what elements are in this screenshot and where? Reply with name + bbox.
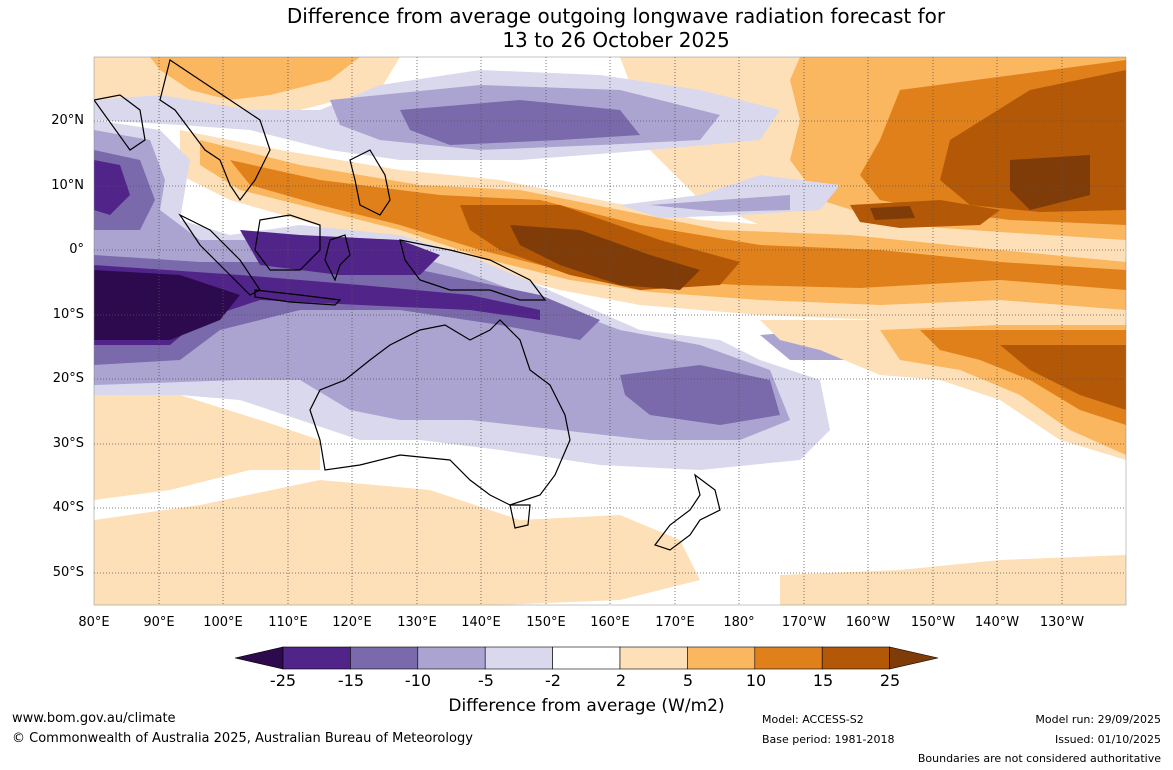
coastlines (94, 59, 721, 551)
lon-label: 110°E (268, 615, 308, 630)
colorbar-swatch (350, 646, 419, 670)
map-title: Difference from average outgoing longwav… (0, 4, 1173, 52)
colorbar-swatch (282, 646, 351, 670)
lon-label: 130°W (1039, 615, 1085, 630)
philippines-coastline (349, 149, 391, 216)
anomaly-field (94, 57, 1126, 605)
lon-label: 150°W (910, 615, 956, 630)
colorbar-extend-high (889, 646, 939, 670)
colorbar-swatch (619, 646, 688, 670)
lon-label: 180° (723, 615, 755, 630)
footer-copyright: © Commonwealth of Australia 2025, Austra… (12, 731, 473, 746)
colorbar-label: -10 (404, 671, 432, 690)
colorbar (234, 646, 939, 670)
lon-label: 140°W (974, 615, 1020, 630)
lon-label: 130°E (397, 615, 437, 630)
footer-issued: Issued: 01/10/2025 (1054, 733, 1161, 746)
title-line-2: 13 to 26 October 2025 (502, 28, 730, 52)
footer-model-run: Model run: 29/09/2025 (1035, 713, 1161, 726)
lon-label: 140°E (461, 615, 501, 630)
colorbar-swatch (484, 646, 553, 670)
lon-label: 120°E (332, 615, 372, 630)
colorbar-label: 25 (879, 671, 901, 690)
colorbar-label: -5 (478, 671, 494, 690)
colorbar-label: 15 (812, 671, 834, 690)
lon-label: 90°E (143, 615, 175, 630)
colorbar-label: -25 (269, 671, 297, 690)
colorbar-label: 2 (615, 671, 627, 690)
lat-label: 40°S (52, 500, 84, 515)
australia-coastline (309, 319, 571, 506)
lat-label: 0° (69, 242, 84, 257)
lat-label: 20°N (51, 113, 84, 128)
graticule (94, 57, 1126, 605)
india-coastline (94, 94, 146, 151)
footer-model: Model: ACCESS-S2 (762, 713, 864, 726)
new-zealand-coastline (654, 473, 721, 551)
sulawesi-coastline (324, 234, 351, 282)
lat-label: 20°S (52, 371, 84, 386)
colorbar-swatch (754, 646, 823, 670)
colorbar-label: 10 (745, 671, 767, 690)
footer-base-period: Base period: 1981-2018 (762, 733, 895, 746)
lat-label: 10°S (52, 307, 84, 322)
lon-label: 160°E (590, 615, 630, 630)
colorbar-swatch (552, 646, 621, 670)
footer-url[interactable]: www.bom.gov.au/climate (12, 711, 176, 726)
lat-label: 50°S (52, 565, 84, 580)
lat-label: 10°N (51, 178, 84, 193)
lon-label: 160°W (845, 615, 891, 630)
new-guinea-coastline (399, 239, 547, 301)
lat-label: 30°S (52, 436, 84, 451)
colorbar-swatch (821, 646, 890, 670)
lon-label: 150°E (526, 615, 566, 630)
colorbar-extend-low (234, 646, 284, 670)
colorbar-label: 5 (682, 671, 694, 690)
indochina-coastline (159, 59, 271, 202)
colorbar-swatch (417, 646, 486, 670)
colorbar-label: -15 (337, 671, 365, 690)
lon-label: 170°E (655, 615, 695, 630)
tasmania-coastline (509, 504, 531, 529)
lon-label: 80°E (78, 615, 110, 630)
footer-boundaries: Boundaries are not considered authoritat… (917, 752, 1161, 765)
colorbar-label: -2 (545, 671, 561, 690)
colorbar-title: Difference from average (W/m2) (448, 696, 725, 716)
title-line-1: Difference from average outgoing longwav… (286, 4, 946, 28)
colorbar-swatch (687, 646, 756, 670)
java-coastline (254, 289, 342, 306)
lon-label: 170°W (781, 615, 827, 630)
borneo-coastline (254, 214, 321, 271)
lon-label: 100°E (203, 615, 243, 630)
